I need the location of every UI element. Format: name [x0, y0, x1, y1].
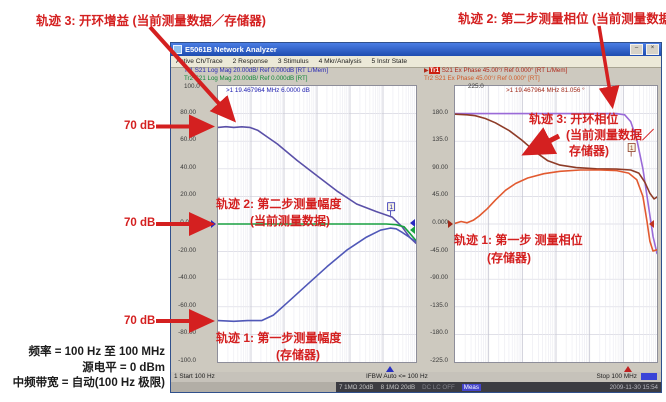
left-scale-max: 100.0	[184, 83, 200, 90]
active-trace-badge: Tr1	[428, 67, 441, 74]
y-axis-label: 90.00	[432, 163, 448, 171]
y-axis-label: -80.00	[178, 329, 196, 337]
annotation-trace2-phase: 轨迹 2: 第二步测量相位 (当前测量数据)	[458, 12, 666, 26]
trace2-second-step-magnitude	[218, 223, 416, 242]
status-segments: 7 1MΩ 20dB 8 1MΩ 20dB DC LC OFF Meas 200…	[336, 382, 661, 392]
annotation-trace2-mag-line2: (当前测量数据)	[250, 214, 330, 228]
menu-stimulus[interactable]: 3 Stimulus	[277, 58, 309, 65]
annotation-trace1-phase-line2: (存储器)	[487, 251, 531, 265]
menu-instr-state[interactable]: 5 Instr State	[371, 58, 408, 65]
phase-graph: 1	[454, 85, 658, 363]
magnitude-graph: 1	[217, 85, 417, 363]
y-axis-label: -225.0	[430, 357, 448, 364]
y-axis-label: -45.00	[430, 246, 448, 254]
right-trace1-info: ▶Tr1 S21 Ex Phase 45.00°/ Ref 0.000° [RT…	[424, 67, 567, 74]
left-stimulus-marker-icon	[386, 366, 394, 372]
phase-graph-plot: 1	[455, 86, 657, 362]
meas-status-badge: Meas	[461, 383, 481, 391]
y-axis-label: -100.0	[178, 357, 196, 364]
annotation-trace3-phase-line1: 轨迹 3: 开环相位	[529, 112, 619, 126]
annotation-trace3-gain: 轨迹 3: 开环增益 (当前测量数据／存储器)	[36, 14, 266, 28]
left-trace2-info: Tr2 S21 Log Mag 20.00dB/ Ref 0.000dB [RT…	[184, 75, 308, 82]
right-trace2-info: Tr2 S21 Ex Phase 45.00°/ Ref 0.000° [RT]	[424, 75, 540, 82]
window-title: E5061B Network Analyzer	[185, 45, 277, 54]
close-button[interactable]: ×	[646, 44, 659, 55]
y-axis-label: -180.0	[430, 329, 448, 337]
trace3-open-loop-phase	[455, 113, 657, 200]
trace1-first-step-phase	[455, 169, 657, 252]
y-axis-label: 180.0	[432, 108, 448, 116]
title-bar: E5061B Network Analyzer – ×	[171, 43, 661, 56]
y-axis-label: 0.000	[180, 219, 196, 226]
y-axis-label: 45.00	[432, 191, 448, 199]
y-axis-label: 20.00	[180, 191, 196, 199]
right-stimulus-marker-icon	[624, 366, 632, 372]
menu-mkr-analysis[interactable]: 4 Mkr/Analysis	[318, 58, 362, 65]
marker-label: 1	[389, 204, 393, 211]
y-axis-label: -135.0	[430, 301, 448, 309]
y-axis-label: -40.00	[178, 274, 196, 282]
annotation-trace2-mag-line1: 轨迹 2: 第二步测量幅度	[216, 197, 342, 211]
clock-datetime: 2009-11-30 15:54	[609, 383, 658, 391]
menu-response[interactable]: 2 Response	[232, 58, 268, 65]
y-axis-label: 40.00	[180, 163, 196, 171]
right-ref-arrow-icon	[448, 220, 453, 228]
y-axis-label: -20.00	[178, 246, 196, 254]
y-axis-label: 135.0	[432, 136, 448, 144]
left-marker-readout: >1 19.467964 MHz 6.0000 dB	[226, 87, 310, 94]
annotation-trace3-phase-line2: (当前测量数据／	[566, 128, 654, 142]
magnitude-graph-plot: 1	[218, 86, 416, 362]
annotation-trace3-phase-line3: 存储器)	[569, 144, 609, 158]
minimize-button[interactable]: –	[630, 44, 643, 55]
measurement-settings-text: 频率 = 100 Hz 至 100 MHz 源电平 = 0 dBm 中频带宽 =…	[8, 345, 165, 392]
y-axis-label: 60.00	[180, 136, 196, 144]
y-axis-label: 80.00	[180, 108, 196, 116]
app-icon	[173, 45, 182, 54]
annotation-trace1-phase-line1: 轨迹 1: 第一步 测量相位	[454, 233, 583, 247]
right-scale-max: 225.0	[468, 83, 484, 90]
stop-frequency-label: Stop 100 MHz	[596, 373, 638, 380]
right-marker-readout: >1 19.467964 MHz 81.056 °	[506, 87, 585, 94]
port8-impedance: 8 1MΩ 20dB	[380, 383, 416, 391]
annotation-trace1-mag-line2: (存储器)	[276, 348, 320, 362]
menu-active-ch-trace[interactable]: Active Ch/Trace	[176, 58, 223, 65]
y-axis-label: -60.00	[178, 301, 196, 309]
instrument-status-bar: 7 1MΩ 20dB 8 1MΩ 20dB DC LC OFF Meas 200…	[171, 382, 661, 392]
left-trace1-info: Tr1 S21 Log Mag 20.00dB/ Ref 0.000dB [RT…	[184, 67, 328, 74]
y-axis-label: 0.000	[432, 219, 448, 226]
scroll-badge	[641, 373, 657, 380]
trace1-first-step-magnitude	[218, 227, 416, 323]
start-frequency-label: 1 Start 100 Hz	[174, 373, 215, 380]
channel-status-bar: 1 Start 100 Hz IFBW Auto <= 100 Hz Stop …	[171, 372, 661, 382]
port7-impedance: 7 1MΩ 20dB	[339, 383, 374, 391]
right-ref-arrow-right-icon	[649, 220, 654, 228]
left-ref-arrow-right-icon	[410, 219, 415, 227]
menu-bar: Active Ch/Trace 2 Response 3 Stimulus 4 …	[171, 56, 661, 68]
trace2-second-step-phase	[455, 112, 657, 255]
left-ref-arrow-green-icon	[410, 226, 415, 234]
right-trace1-text: S21 Ex Phase 45.00°/ Ref 0.000° [RT L/Me…	[441, 67, 568, 74]
ifbw-label: IFBW Auto <= 100 Hz	[366, 373, 428, 380]
settings-source-level: 源电平 = 0 dBm	[82, 361, 165, 374]
annotation-trace1-mag-line1: 轨迹 1: 第一步测量幅度	[216, 331, 342, 345]
trace3-open-loop-gain	[218, 125, 416, 245]
y-axis-label: -90.00	[430, 274, 448, 282]
settings-ifbw: 中频带宽 = 自动(100 Hz 极限)	[12, 377, 165, 389]
marker-label: 1	[630, 145, 634, 152]
settings-frequency: 频率 = 100 Hz 至 100 MHz	[28, 346, 165, 358]
annotation-70db-2: 70 dB	[124, 217, 156, 229]
left-ref-arrow-icon	[211, 220, 216, 228]
dc-status: DC LC OFF	[422, 383, 455, 391]
annotation-70db-1: 70 dB	[124, 120, 156, 132]
marker-flag	[627, 143, 636, 152]
marker-flag	[387, 202, 396, 212]
active-trace-arrow: ▶	[424, 67, 429, 74]
annotation-70db-3: 70 dB	[124, 315, 156, 327]
